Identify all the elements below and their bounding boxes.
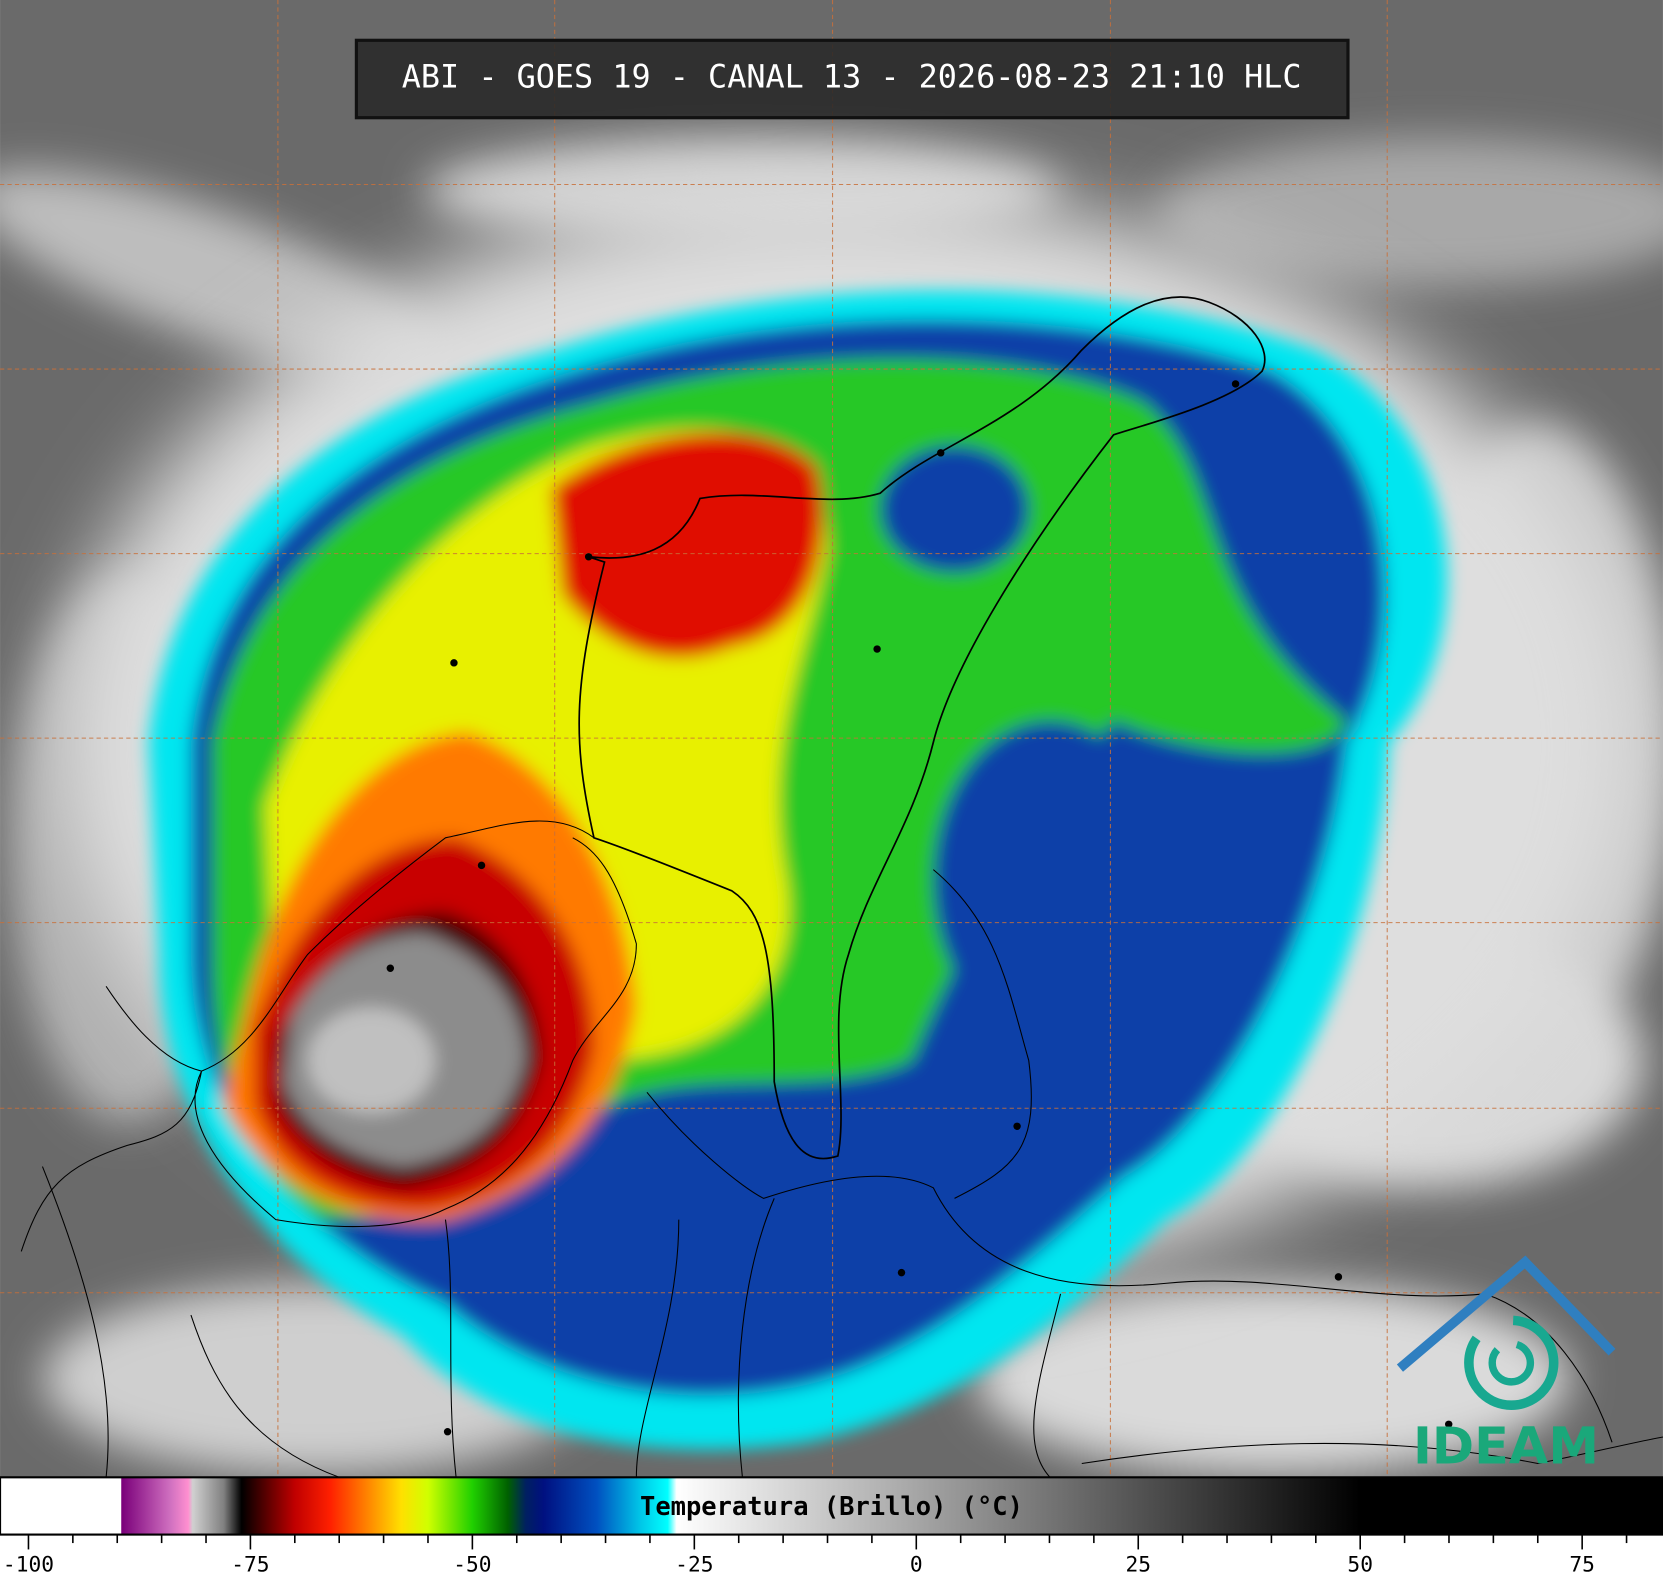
colorbar-label: Temperatura (Brillo) (°C) xyxy=(640,1492,1023,1522)
title-background xyxy=(354,38,1350,120)
tick-label: -50 xyxy=(453,1552,491,1577)
city-dots xyxy=(386,380,1453,1436)
tick-label: 75 xyxy=(1569,1552,1595,1577)
tick-label: -25 xyxy=(675,1552,713,1577)
tick-label: 0 xyxy=(910,1552,923,1577)
tick-label: 50 xyxy=(1347,1552,1373,1577)
title: ABI - GOES 19 - CANAL 13 - 2026-08-23 21… xyxy=(402,57,1302,95)
borders xyxy=(20,296,1663,1478)
logo: IDEAM xyxy=(1396,1255,1616,1477)
imagery: IDEAM xyxy=(0,0,1663,1478)
colorbar: Temperatura (Brillo) (°C) -100 -75 -50 -25 0 2… xyxy=(0,1476,1663,1577)
logo-swirl-inner xyxy=(1488,1339,1535,1386)
tick-label: 25 xyxy=(1125,1552,1151,1577)
tick-label: -75 xyxy=(231,1552,269,1577)
graticule xyxy=(0,0,1663,1478)
title-box: ABI - GOES 19 - CANAL 13 - 2026-08-23 21… xyxy=(354,38,1350,120)
colorbar-ramp xyxy=(0,1476,1663,1536)
convective-system xyxy=(148,290,1448,1450)
logo-text: IDEAM xyxy=(1413,1418,1599,1477)
logo-roof xyxy=(1396,1255,1616,1372)
tick-label: -100 xyxy=(3,1552,54,1577)
logo-swirl xyxy=(1464,1315,1559,1410)
